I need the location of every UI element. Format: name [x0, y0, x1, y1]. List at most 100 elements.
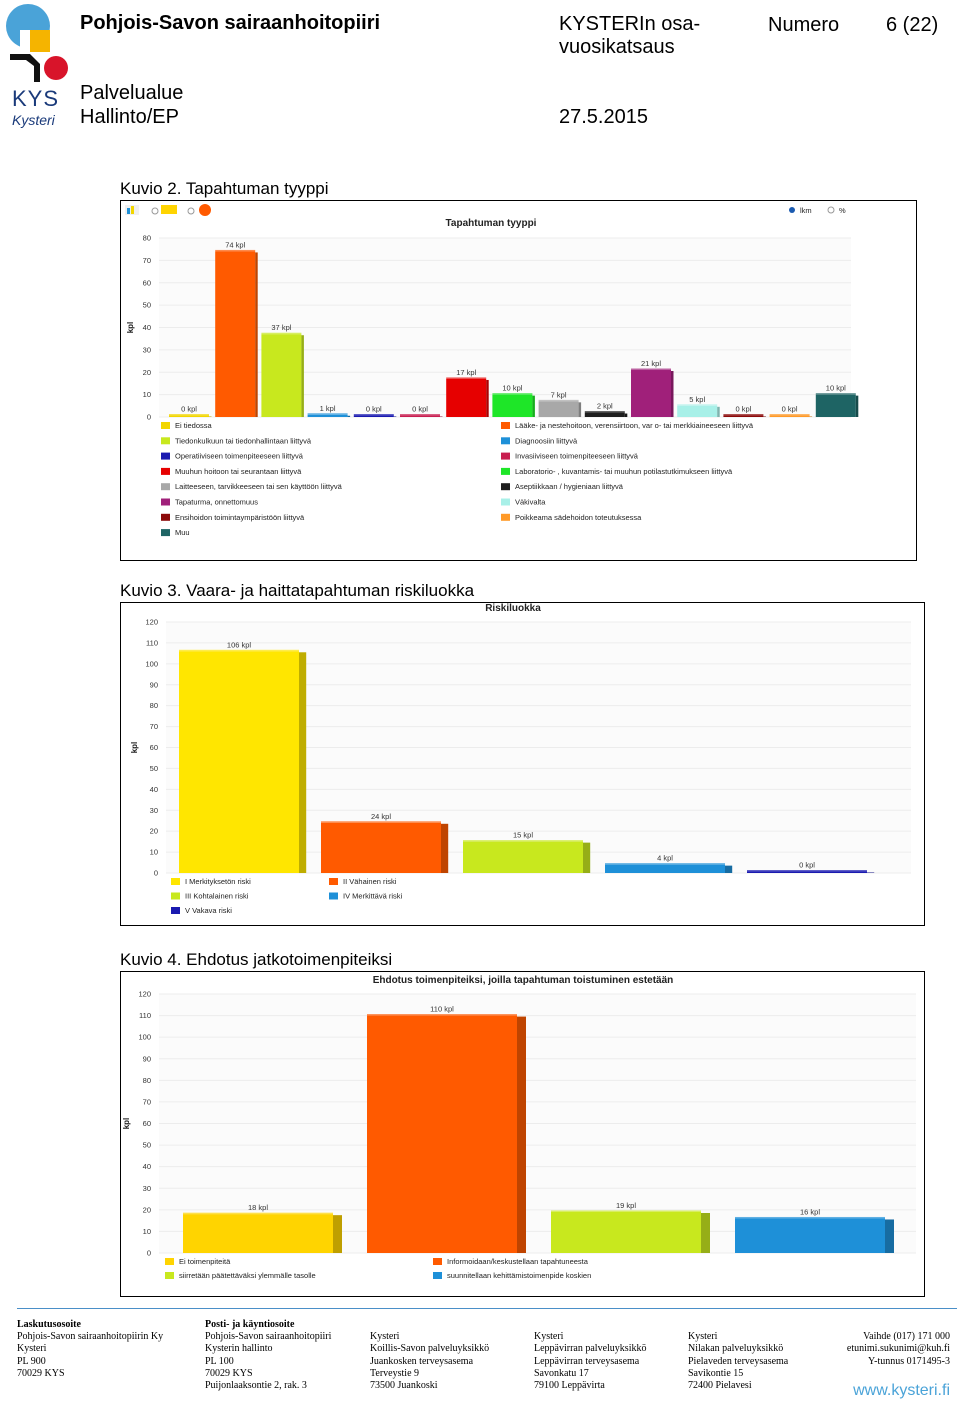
footer-line: 79100 Leppävirta [534, 1380, 605, 1391]
legend-item: Muu [175, 528, 190, 537]
bar-top [605, 863, 725, 865]
chart-title: Tapahtuman tyyppi [446, 218, 537, 229]
legend-swatch [161, 513, 170, 521]
bar-side [701, 1212, 710, 1253]
footer-line: Koillis-Savon palveluyksikkö [370, 1343, 490, 1355]
footer-col-billing: Laskutusosoite Pohjois-Savon sairaanhoit… [17, 1319, 163, 1380]
radio-icon[interactable] [151, 207, 159, 215]
legend-item: Tiedonkulkuun tai tiedonhallintaan liitt… [175, 436, 312, 445]
line-chart-icon[interactable] [161, 205, 177, 214]
bar [463, 841, 583, 873]
bar-top [584, 411, 625, 413]
chart-risk-class: Riskiluokka 0 10 20 30 40 50 60 70 80 90 100 110 120 k… [120, 602, 925, 926]
bar [446, 378, 487, 417]
footer-line: Nilakan palveluyksikkö [688, 1343, 784, 1355]
legend-swatch [161, 467, 170, 475]
footer-line: 70029 KYS [205, 1367, 253, 1379]
footer-line: Leppävirran palveluyksikkö [534, 1343, 647, 1355]
radio-icon[interactable] [187, 207, 195, 215]
bar-top [261, 332, 302, 335]
legend-swatch [161, 422, 170, 429]
radio-percent-icon[interactable] [827, 206, 835, 214]
bar [538, 401, 579, 417]
bar [677, 405, 718, 417]
doc-title-line1: KYSTERIn osa- [559, 13, 701, 35]
legend-swatch [501, 422, 510, 429]
pie-chart-icon[interactable] [199, 204, 211, 216]
footer-email: etunimi.sukunimi@kuh.fi [846, 1343, 950, 1355]
bar-top [353, 414, 394, 416]
footer-business-id: Y-tunnus 0171495-3 [868, 1355, 950, 1367]
legend-item: Aseptiikkaan / hygieniaan liittyvä [515, 482, 624, 491]
legend-swatch [501, 513, 510, 521]
data-label: 37 kpl [271, 323, 291, 332]
data-label: 1 kpl [320, 404, 336, 413]
legend-swatch [501, 437, 510, 445]
data-label: 24 kpl [371, 812, 391, 821]
legend-swatch [501, 483, 510, 491]
legend-item: suunnitellaan kehittämistoimenpide koski… [447, 1271, 591, 1280]
bar-side [671, 371, 674, 417]
legend-swatch [161, 498, 170, 506]
bar-side [725, 865, 733, 873]
doc-date: 27.5.2015 [559, 106, 648, 128]
chart-toolbar[interactable]: lkm % [125, 204, 846, 216]
footer-line: Pielaveden terveysasema [688, 1355, 789, 1367]
bar-side [583, 842, 591, 873]
y-tick-label: 50 [143, 1141, 151, 1150]
option-lkm[interactable]: lkm [800, 206, 812, 215]
footer-col-leppavirta: Kysteri Leppävirran palveluyksikkö Leppä… [534, 1319, 646, 1392]
data-label: 18 kpl [248, 1203, 268, 1212]
y-tick-label: 90 [143, 1054, 151, 1063]
legend-item: V Vakava riski [185, 906, 232, 915]
chart-actions: Ehdotus toimenpiteiksi, joilla tapahtuma… [120, 971, 925, 1297]
chart-event-type: lkm % Tapahtuman tyyppi 0 10 20 30 40 50 60 70 80… [120, 200, 917, 561]
bar [723, 415, 764, 417]
bar [261, 334, 302, 417]
y-tick-label: 0 [147, 413, 151, 422]
footer-heading: Laskutusosoite [17, 1319, 81, 1330]
bar-side [624, 413, 628, 417]
option-percent[interactable]: % [839, 206, 846, 215]
bar-top [551, 1210, 701, 1212]
footer-line: Leppävirran terveysasema [534, 1355, 640, 1367]
bar [747, 871, 867, 873]
y-tick-label: 30 [143, 345, 151, 354]
y-tick-label: 10 [150, 848, 158, 857]
footer-line: Savonkatu 17 [534, 1367, 589, 1379]
legend-item: Poikkeama sädehoidon toteutuksessa [515, 513, 642, 522]
bar-side [209, 416, 212, 417]
bar-top [815, 393, 856, 395]
y-tick-label: 70 [143, 256, 151, 265]
footer-line: Kysteri [370, 1331, 400, 1343]
data-label: 110 kpl [430, 1005, 454, 1014]
bar-side [299, 652, 307, 873]
org-name: Pohjois-Savon sairaanhoitopiiri [80, 12, 381, 34]
legend-item: Ei toimenpiteitä [179, 1257, 231, 1266]
legend-swatch [161, 483, 170, 491]
bar-side [717, 406, 720, 417]
data-label: 4 kpl [657, 854, 673, 863]
y-tick-label: 40 [150, 785, 158, 794]
chart-event-type-svg: lkm % Tapahtuman tyyppi 0 10 20 30 40 50 60 70 80… [125, 204, 859, 537]
bar-top [747, 870, 867, 872]
bar-top [446, 377, 487, 379]
y-tick-label: 110 [146, 638, 158, 647]
y-tick-label: 70 [150, 722, 158, 731]
legend-item: Invasiiviseen toimenpiteeseen liittyvä [515, 452, 639, 461]
legend-swatch [171, 907, 180, 914]
footer-line: PL 900 [17, 1355, 46, 1367]
footer-website-link[interactable]: www.kysteri.fi [853, 1382, 950, 1399]
legend-swatch [161, 529, 170, 537]
legend-item: Lääke- ja nestehoitoon, verensiirtoon, v… [515, 421, 754, 430]
footer-line: Savikontie 15 [688, 1367, 744, 1379]
legend-item: Diagnoosiin liittyvä [515, 436, 578, 445]
data-label: 0 kpl [181, 405, 197, 414]
y-tick-label: 30 [150, 806, 158, 815]
radio-lkm-icon[interactable] [789, 207, 795, 213]
bar-top [367, 1014, 517, 1016]
data-label: 0 kpl [782, 405, 798, 414]
bar [179, 651, 299, 873]
legend-swatch [165, 1258, 174, 1265]
footer-line: Pohjois-Savon sairaanhoitopiiri [205, 1331, 332, 1343]
